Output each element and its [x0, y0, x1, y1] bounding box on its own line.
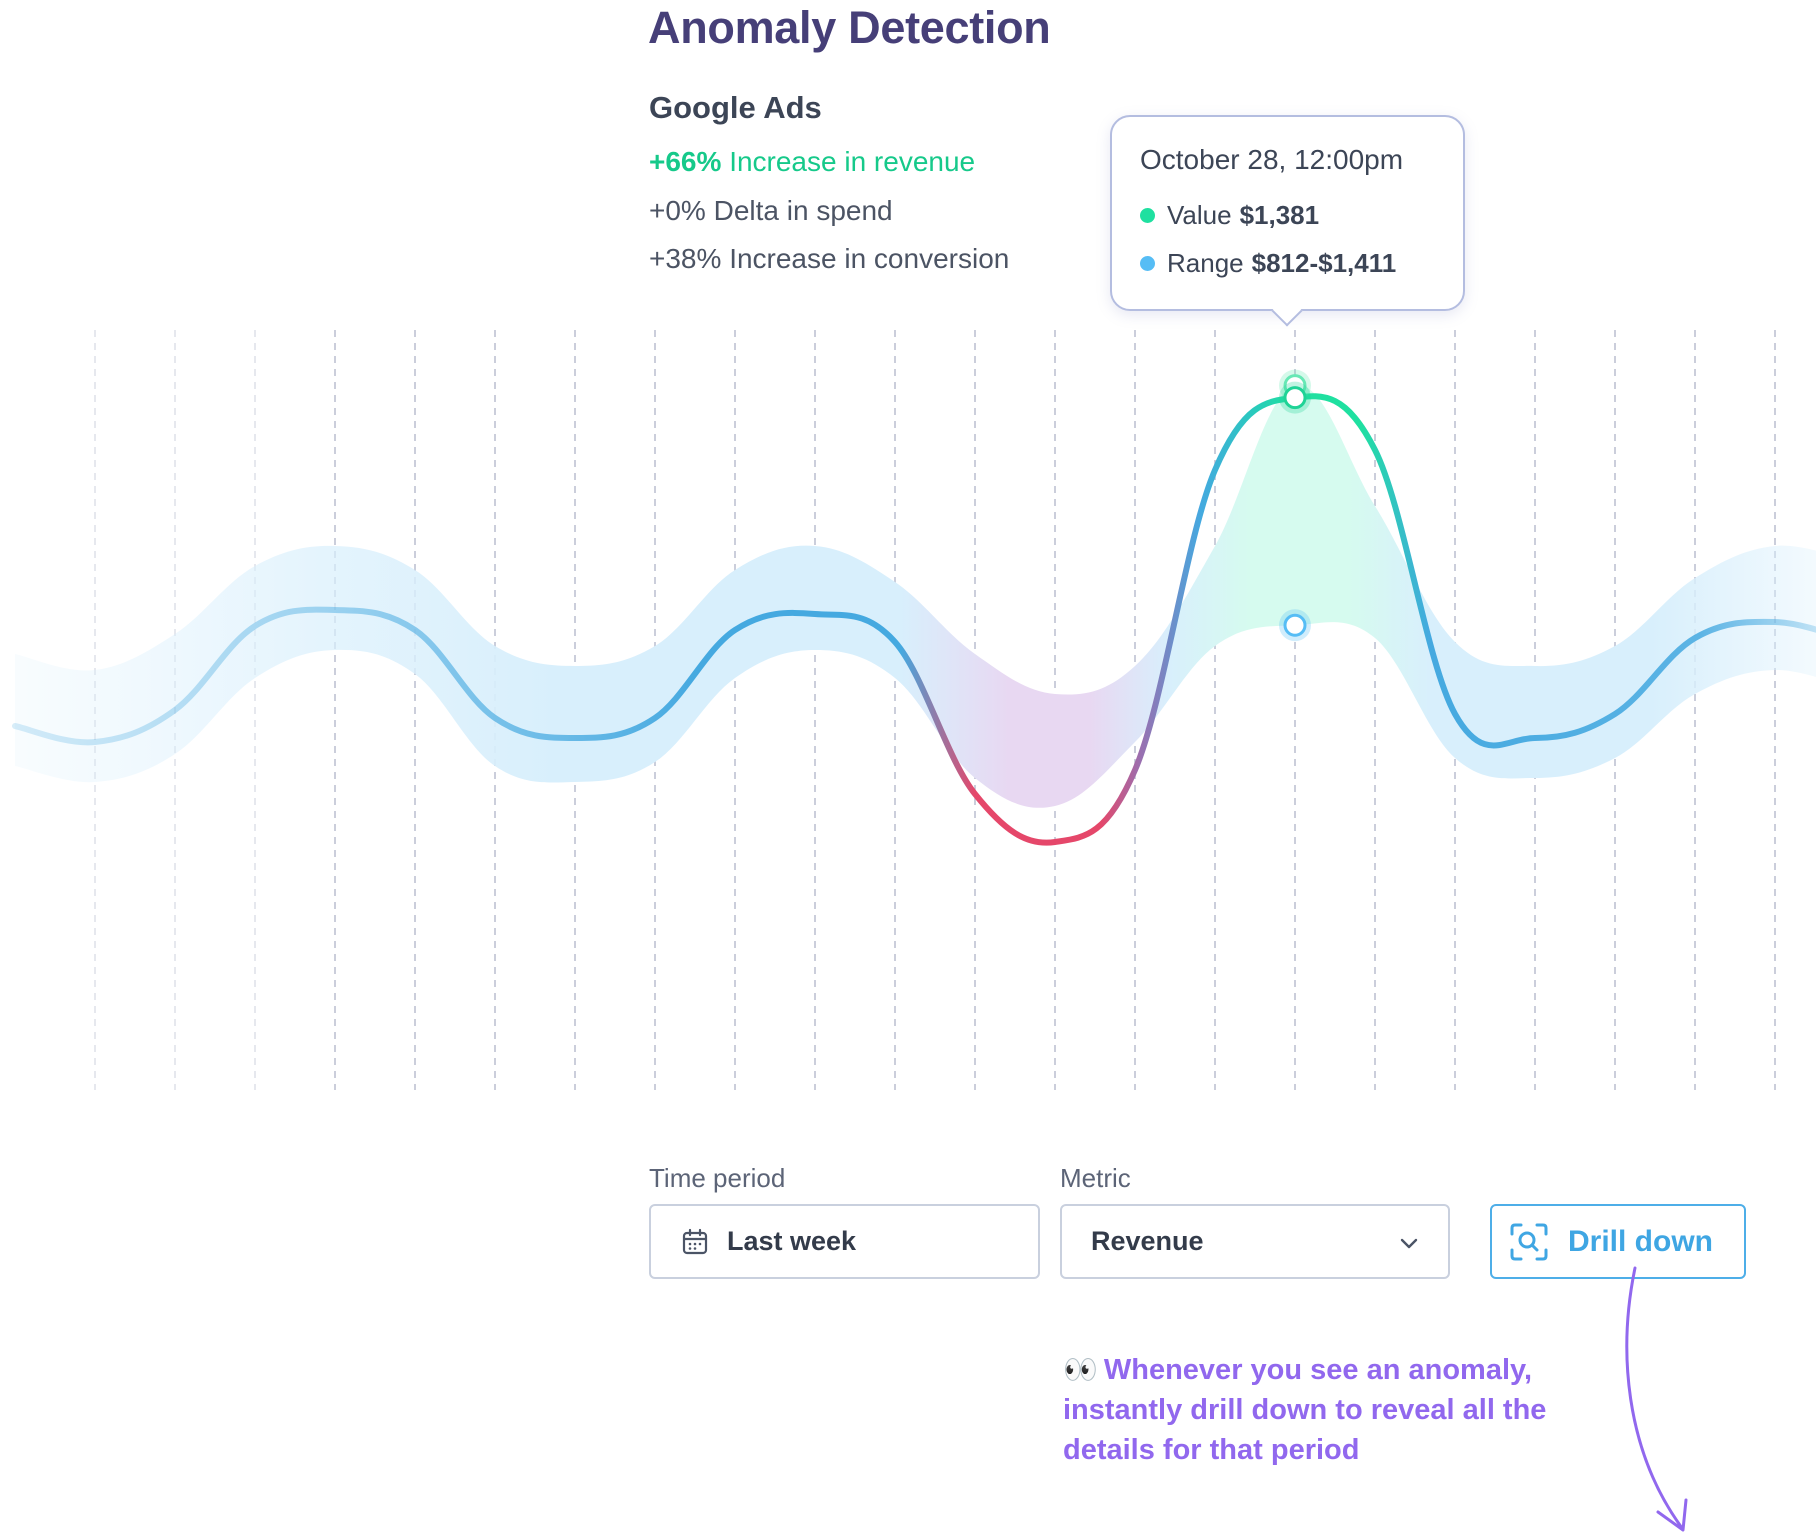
tooltip-value-label: Value [1167, 200, 1232, 230]
drill-search-icon [1510, 1223, 1548, 1260]
metric-select[interactable]: Revenue [1060, 1204, 1450, 1279]
range-band [15, 385, 1816, 808]
range-lower-marker [1279, 609, 1311, 642]
time-period-label: Time period [649, 1163, 786, 1193]
page-title: Anomaly Detection [648, 2, 1051, 53]
hint-text: Whenever you see an anomaly, instantly d… [1063, 1354, 1547, 1466]
range-dot-icon [1140, 256, 1155, 271]
tooltip-range-label: Range [1167, 248, 1244, 278]
stat-conversion-text: Increase in conversion [729, 243, 1010, 274]
value-line [12, 393, 1816, 846]
stat-spend-text: Delta in spend [713, 195, 893, 226]
time-period-value: Last week [727, 1226, 857, 1256]
source-name: Google Ads [649, 90, 822, 125]
tooltip-value: $1,381 [1239, 200, 1320, 230]
stat-conversion-value: +38% [649, 243, 722, 274]
chart-tooltip: October 28, 12:00pm Value $1,381 Range $… [1110, 115, 1465, 327]
drill-down-hint: 👀 Whenever you see an anomaly, instantly … [1063, 1350, 1623, 1470]
value-marker [1279, 381, 1311, 414]
drill-down-button[interactable]: Drill down [1490, 1204, 1746, 1279]
stat-revenue: +66% Increase in revenue [649, 146, 975, 178]
tooltip-range: $812-$1,411 [1251, 248, 1397, 278]
stat-spend-value: +0% [649, 195, 706, 226]
anomaly-chart[interactable] [0, 300, 1816, 1100]
tooltip-value-row: Value $1,381 [1140, 200, 1319, 231]
stat-revenue-text: Increase in revenue [729, 146, 976, 177]
chevron-down-icon [1400, 1238, 1418, 1249]
metric-label: Metric [1060, 1163, 1131, 1193]
stat-conversion: +38% Increase in conversion [649, 243, 1009, 275]
tooltip-range-row: Range $812-$1,411 [1140, 248, 1396, 279]
stat-spend: +0% Delta in spend [649, 195, 893, 227]
eyes-icon: 👀 [1063, 1354, 1098, 1385]
tooltip-date: October 28, 12:00pm [1140, 144, 1404, 175]
calendar-icon [682, 1228, 708, 1254]
time-period-select[interactable]: Last week [649, 1204, 1040, 1279]
stat-revenue-value: +66% [649, 146, 722, 177]
hint-arrow-icon [1625, 1266, 1688, 1532]
value-dot-icon [1140, 208, 1155, 223]
drill-down-label: Drill down [1568, 1224, 1713, 1258]
metric-value: Revenue [1091, 1226, 1204, 1256]
